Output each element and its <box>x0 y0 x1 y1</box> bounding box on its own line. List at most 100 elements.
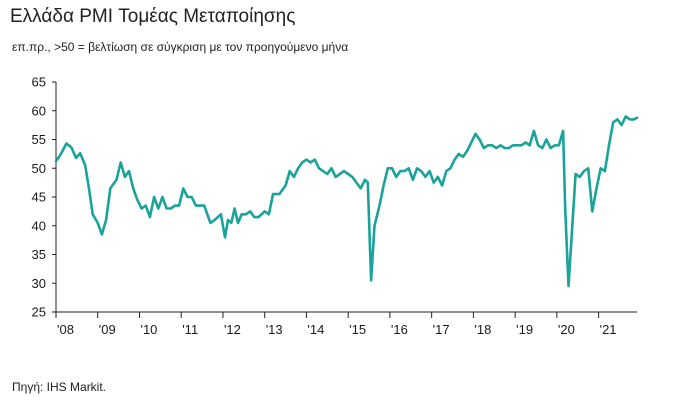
data-point <box>132 187 134 189</box>
data-point <box>220 213 222 215</box>
data-point <box>550 147 552 149</box>
data-point <box>195 205 197 207</box>
data-point <box>537 144 539 146</box>
data-point <box>157 207 159 210</box>
x-axis: '08 '09 '10 '11 '12 '13 '14 '15 '16 '17 '18 '19 '20 '… <box>55 311 637 337</box>
data-point <box>591 210 593 212</box>
data-point <box>403 170 406 172</box>
chart-title: Ελλάδα PMI Τομέας Μεταποίησης <box>10 6 296 27</box>
data-point <box>79 152 81 154</box>
data-point <box>429 170 431 172</box>
data-point <box>383 184 385 187</box>
data-point <box>420 170 422 172</box>
data-point <box>141 207 143 210</box>
data-point <box>234 207 236 210</box>
source-note: Πηγή: IHS Markit. <box>12 380 107 394</box>
data-point <box>373 225 376 227</box>
data-point <box>558 144 560 146</box>
data-point <box>360 187 362 189</box>
data-point <box>437 176 439 178</box>
data-point <box>257 216 259 218</box>
data-point <box>339 173 341 175</box>
data-point <box>355 182 358 184</box>
data-point <box>416 167 418 169</box>
data-point <box>253 216 255 218</box>
data-point <box>595 187 598 189</box>
data-point <box>70 146 72 149</box>
data-point <box>479 138 481 141</box>
data-point <box>230 222 232 224</box>
data-point <box>364 179 366 181</box>
data-point <box>120 161 122 164</box>
data-point <box>285 184 287 187</box>
pmi-series-line <box>54 115 639 288</box>
data-point <box>170 207 172 210</box>
data-point <box>84 164 86 166</box>
x-tick-label: '10 <box>140 322 157 337</box>
data-point <box>124 176 126 178</box>
data-point <box>458 153 460 155</box>
data-point <box>616 118 619 120</box>
data-point <box>564 207 566 210</box>
data-point <box>191 196 193 198</box>
plot-area <box>54 115 639 288</box>
y-tick-label: 60 <box>32 103 46 118</box>
data-point <box>483 147 485 149</box>
y-tick-label: 35 <box>32 247 46 262</box>
data-point <box>351 176 353 178</box>
data-point <box>541 147 543 149</box>
data-point <box>186 196 189 198</box>
data-point <box>214 219 216 221</box>
data-point <box>491 144 493 146</box>
data-point <box>470 141 472 143</box>
data-point <box>128 170 130 172</box>
data-point <box>101 233 103 235</box>
data-point <box>314 159 316 161</box>
data-point <box>445 170 447 172</box>
data-point <box>149 216 151 218</box>
data-point <box>474 133 477 135</box>
data-point <box>567 285 570 287</box>
data-point <box>224 236 226 238</box>
data-point <box>562 130 564 132</box>
data-point <box>182 187 184 189</box>
data-point <box>75 157 77 159</box>
data-point <box>433 182 435 184</box>
data-point <box>462 156 464 158</box>
x-tick-label: '16 <box>391 322 408 337</box>
data-point <box>272 193 274 195</box>
y-tick-label: 65 <box>32 75 46 90</box>
data-point <box>301 161 303 164</box>
data-point <box>237 222 239 224</box>
y-tick-label: 25 <box>32 305 46 320</box>
data-point <box>583 170 585 172</box>
data-point <box>370 279 372 281</box>
data-point <box>174 205 176 207</box>
data-point <box>310 161 312 164</box>
data-point <box>621 124 623 126</box>
data-point <box>612 121 614 123</box>
data-point <box>161 196 163 198</box>
x-tick-label: '19 <box>516 322 533 337</box>
data-point <box>241 213 243 215</box>
chart-subtitle: επ.πρ., >50 = βελτίωση σε σύγκριση με το… <box>12 40 349 54</box>
x-tick-label: '17 <box>433 322 450 337</box>
data-point <box>387 167 389 169</box>
data-point <box>166 207 168 210</box>
x-tick-label: '21 <box>600 322 617 337</box>
x-tick-label: '18 <box>474 322 491 337</box>
data-point <box>545 138 548 141</box>
data-point <box>278 193 280 195</box>
data-point <box>264 210 266 212</box>
data-point <box>330 167 333 169</box>
data-point <box>92 213 94 215</box>
x-tick-label: '20 <box>558 322 575 337</box>
data-point <box>305 159 307 161</box>
data-point <box>227 219 229 221</box>
data-point <box>378 205 381 207</box>
data-point <box>395 176 397 178</box>
data-point <box>454 159 456 161</box>
data-point <box>625 115 627 118</box>
data-point <box>209 222 211 224</box>
